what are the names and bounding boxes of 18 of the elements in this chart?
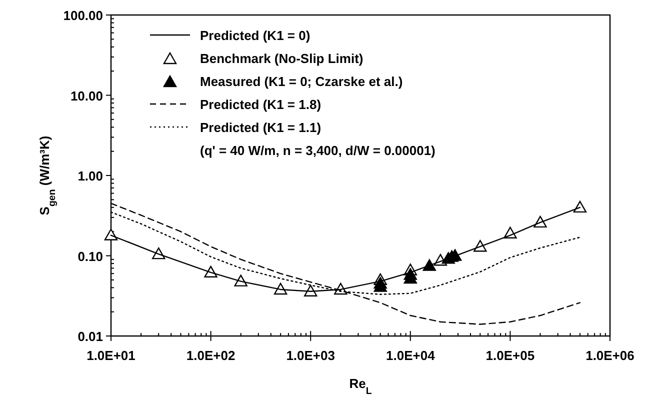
legend-label: Predicted (K1 = 1.1)	[200, 120, 322, 135]
legend-label: Measured (K1 = 0; Czarske et al.)	[200, 74, 403, 89]
x-tick-label: 1.0E+05	[486, 348, 535, 363]
legend-label: Benchmark (No-Slip Limit)	[200, 51, 364, 66]
y-tick-label: 100.00	[63, 8, 103, 23]
x-tick-label: 1.0E+02	[186, 348, 236, 363]
y-tick-label: 0.10	[78, 248, 103, 264]
x-tick-label: 1.0E+03	[286, 348, 335, 363]
x-tick-label: 1.0E+04	[386, 348, 436, 363]
x-axis-title: Re$_{L}$	[349, 376, 372, 396]
x-tick-label: 1.0E+06	[586, 348, 634, 363]
y-tick-label: 1.00	[78, 168, 103, 184]
x-tick-label: 1.0E+01	[86, 348, 136, 363]
y-tick-label: 0.01	[78, 329, 103, 344]
y-tick-label: 10.00	[70, 88, 103, 104]
legend-label: Predicted (K1 = 1.8)	[200, 97, 322, 112]
legend-label: Predicted (K1 = 0)	[200, 28, 310, 43]
annotation: (q' = 40 W/m, n = 3,400, d/W = 0.00001)	[200, 143, 436, 158]
